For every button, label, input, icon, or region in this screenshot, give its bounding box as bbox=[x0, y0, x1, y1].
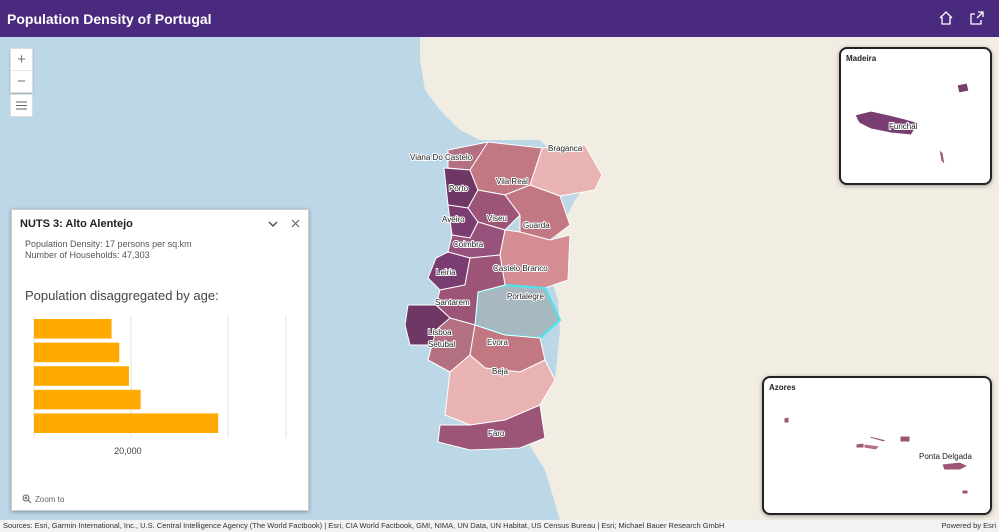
map-label-castelo-branco: Castelo Branco bbox=[493, 264, 548, 273]
map-label-evora: Evora bbox=[487, 338, 508, 347]
map-label-guarda: Guarda bbox=[523, 221, 550, 230]
home-icon[interactable] bbox=[938, 10, 954, 26]
chart-title: Population disaggregated by age: bbox=[25, 288, 219, 303]
azores-inset[interactable]: Azores Ponta Delgada bbox=[762, 376, 992, 515]
map-label-portalegre: Portalegre bbox=[507, 292, 544, 301]
zoom-to-link[interactable]: Zoom to bbox=[22, 494, 64, 504]
map-label-viseu: Viseu bbox=[487, 214, 507, 223]
legend-list-button[interactable] bbox=[10, 94, 33, 117]
age-bar-chart: 20,000 bbox=[33, 316, 287, 456]
island-porto-santo bbox=[956, 82, 970, 94]
madeira-inset-map: Funchal bbox=[854, 82, 970, 167]
powered-by-esri[interactable]: Powered by Esri bbox=[941, 521, 996, 530]
island-flores bbox=[783, 416, 790, 424]
chart-bar[interactable] bbox=[34, 389, 141, 410]
zoom-to-label: Zoom to bbox=[35, 494, 65, 504]
map-label-ponta-delgada: Ponta Delgada bbox=[919, 452, 972, 461]
island-pico bbox=[863, 443, 882, 451]
zoom-control: + − bbox=[10, 48, 33, 93]
chart-bar[interactable] bbox=[34, 319, 112, 339]
region-castelo-branco bbox=[499, 229, 571, 289]
island-santa-maria bbox=[961, 489, 969, 495]
attribution-sources: Sources: Esri, Garmin International, Inc… bbox=[3, 521, 725, 530]
app-title: Population Density of Portugal bbox=[7, 10, 212, 27]
island-terceira bbox=[899, 435, 911, 443]
collapse-chevron-icon[interactable] bbox=[268, 221, 278, 228]
island-madeira bbox=[854, 110, 920, 136]
chart-bar[interactable] bbox=[34, 366, 129, 386]
map-label-aveiro: Aveiro bbox=[442, 215, 465, 224]
map-label-setubal: Setubal bbox=[428, 340, 455, 349]
map-label-porto: Porto bbox=[449, 184, 469, 193]
portugal-regions bbox=[404, 141, 603, 451]
island-faial bbox=[855, 442, 865, 449]
map-label-lisboa: Lisboa bbox=[428, 328, 452, 337]
share-icon[interactable] bbox=[969, 10, 985, 26]
map-label-leiria: Leiria bbox=[436, 268, 456, 277]
close-icon[interactable] bbox=[291, 219, 300, 228]
chart-x-tick-label: 20,000 bbox=[114, 446, 142, 456]
popup-density-line: Population Density: 17 persons per sq.km bbox=[25, 239, 192, 249]
region-guarda bbox=[504, 184, 571, 241]
popup-households-line: Number of Households: 47,303 bbox=[25, 250, 150, 260]
map-label-funchal: Funchal bbox=[889, 122, 918, 131]
zoom-to-icon bbox=[22, 494, 32, 504]
zoom-in-button[interactable]: + bbox=[17, 51, 26, 68]
island-desertas bbox=[938, 147, 946, 167]
region-faro bbox=[437, 404, 546, 451]
azores-inset-title: Azores bbox=[769, 383, 796, 392]
azores-inset-map: Ponta Delgada bbox=[783, 416, 973, 495]
map-label-santarem: Santarem bbox=[435, 298, 470, 307]
app-header: Population Density of Portugal bbox=[0, 0, 999, 37]
zoom-out-button[interactable]: − bbox=[11, 70, 32, 92]
map-label-coimbra: Coimbra bbox=[453, 240, 484, 249]
feature-popup: NUTS 3: Alto Alentejo Population Density… bbox=[11, 209, 309, 511]
list-icon bbox=[16, 101, 27, 110]
chart-bar[interactable] bbox=[34, 413, 219, 433]
chart-bar[interactable] bbox=[34, 342, 120, 363]
island-sao-jorge bbox=[869, 435, 887, 443]
map-label-braganca: Braganca bbox=[548, 144, 583, 153]
madeira-inset-title: Madeira bbox=[846, 54, 877, 63]
map-label-faro: Faro bbox=[488, 429, 505, 438]
map-label-vila-real: Vila Real bbox=[496, 177, 528, 186]
map-label-viana-do-castelo: Viana Do Castelo bbox=[410, 153, 473, 162]
region-beja bbox=[444, 354, 556, 426]
island-sao-miguel bbox=[941, 461, 970, 471]
popup-title: NUTS 3: Alto Alentejo bbox=[20, 218, 133, 230]
attribution-bar: Sources: Esri, Garmin International, Inc… bbox=[0, 520, 999, 532]
madeira-inset[interactable]: Madeira Funchal bbox=[839, 47, 992, 185]
map-label-beja: Beja bbox=[492, 367, 509, 376]
